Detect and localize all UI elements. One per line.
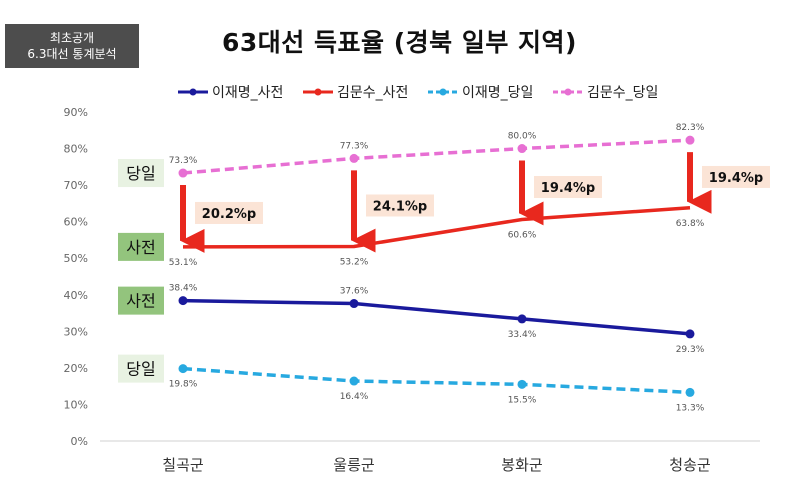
data-label: 80.0% [508,132,537,142]
y-tick-label: 10% [64,398,88,411]
data-label: 37.6% [340,287,369,297]
data-point [685,135,695,145]
legend-marker-4 [564,88,572,96]
series-tag-label: 사전 [126,238,155,257]
first-release-badge: 최초공개 6.3대선 통계분석 [5,24,139,68]
data-label: 29.3% [676,345,705,355]
legend-marker-2 [314,88,322,96]
gap-label: 19.4%p [709,171,763,186]
chart-title: 63대선 득표율 (경북 일부 지역) [222,28,577,57]
y-tick-label: 30% [64,325,88,338]
data-point [685,329,695,339]
y-tick-label: 40% [64,289,88,302]
legend-marker-3 [439,88,447,96]
data-point [178,296,188,306]
legend-label-1: 이재명_사전 [212,85,283,101]
y-tick-label: 50% [64,252,88,265]
data-point [517,379,527,389]
legend-label-3: 이재명_당일 [462,85,533,101]
y-tick-label: 80% [64,143,88,156]
data-point [685,387,695,397]
series-tag-label: 사전 [126,292,155,311]
y-tick-label: 0% [71,435,88,448]
data-label: 60.6% [508,230,537,240]
data-point [349,299,359,309]
legend-marker-1 [189,88,197,96]
data-label: 16.4% [340,392,369,402]
y-tick-label: 90% [64,106,88,119]
data-label: 73.3% [169,156,198,166]
gap-label: 19.4%p [541,181,595,196]
data-label: 82.3% [676,123,705,133]
data-point [178,168,188,178]
data-label: 33.4% [508,330,537,340]
series-tag-label: 당일 [126,164,155,183]
data-label: 38.4% [169,284,198,294]
series-line-1 [182,298,691,336]
data-point [349,153,359,163]
data-label: 15.5% [508,395,537,405]
data-point [517,314,527,324]
data-label: 53.2% [340,258,369,268]
series-tag-label: 당일 [126,360,155,379]
x-tick-label: 울릉군 [333,456,375,474]
gap-label: 20.2%p [202,207,256,222]
y-tick-label: 20% [64,362,88,375]
series-line-3 [182,366,691,395]
data-label: 19.8% [169,380,198,390]
data-point [517,144,527,154]
badge-line-1: 최초공개 [49,31,95,45]
data-label: 63.8% [676,219,705,229]
data-label: 53.1% [169,258,198,268]
series-line-2 [182,206,691,249]
series-tag-box [118,232,164,261]
x-tick-label: 청송군 [669,456,711,474]
gap-label-box [195,201,263,224]
gap-label-box [366,194,434,217]
data-point [178,364,188,374]
data-point [349,376,359,386]
legend-label-2: 김문수_사전 [337,85,408,101]
gap-label-box [702,165,770,188]
y-tick-label: 60% [64,216,88,229]
gap-label-box [534,176,602,199]
series-tag-box [118,354,164,383]
badge-line-2: 6.3대선 통계분석 [27,47,117,61]
legend-label-4: 김문수_당일 [587,85,658,101]
data-label: 77.3% [340,141,369,151]
x-tick-label: 칠곡군 [162,456,204,474]
gap-label: 24.1%p [373,199,427,214]
data-label: 13.3% [676,403,705,413]
series-line-4 [182,138,691,175]
x-tick-label: 봉화군 [501,456,543,474]
y-tick-label: 70% [64,179,88,192]
series-tag-box [118,286,164,315]
series-tag-box [118,159,164,188]
